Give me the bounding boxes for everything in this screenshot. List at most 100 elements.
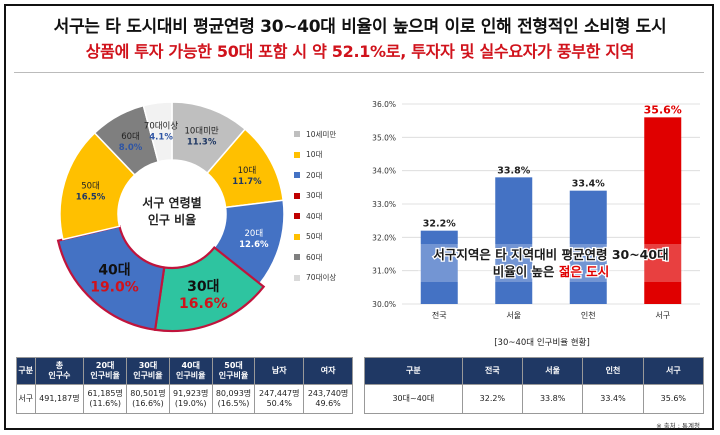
legend-item-1: 10세미만 <box>294 124 364 145</box>
legend-label: 10세미만 <box>306 129 337 139</box>
y-tick-label: 36.0% <box>372 100 396 109</box>
page-subtitle: 상품에 투자 가능한 50대 포함 시 약 52.1%로, 투자자 및 실수요자… <box>85 42 635 61</box>
x-category-label-3: 인천 <box>581 310 596 320</box>
donut-slice-value-7: 8.0% <box>119 143 143 153</box>
legend-swatch <box>294 192 300 199</box>
bar-value-label-4: 35.6% <box>644 103 682 116</box>
legend-label: 50대 <box>306 232 323 242</box>
bar-value-label-3: 33.4% <box>572 179 605 190</box>
right-table-header-3: 서울 <box>522 357 584 385</box>
donut-slice-value-2: 11.7% <box>232 177 262 187</box>
donut-slice-label-7: 60대 <box>121 132 140 142</box>
bar-value-label-1: 32.2% <box>423 219 456 230</box>
bar-3 <box>569 190 607 304</box>
legend-item-5: 40대 <box>294 206 364 227</box>
bar-1 <box>420 230 458 304</box>
y-tick-label: 30.0% <box>372 300 396 309</box>
donut-slice-label-1: 10대미만 <box>184 126 218 136</box>
overlay-text-line2: 비율이 높은 젊은 도시 <box>493 264 610 279</box>
top-divider <box>14 72 704 73</box>
donut-slice-label-3: 20대 <box>245 229 264 239</box>
y-tick-label: 33.0% <box>372 200 396 209</box>
source-note: ※ 출처 : 통계청 <box>656 422 700 430</box>
y-tick-label: 32.0% <box>372 233 396 242</box>
y-tick-label: 34.0% <box>372 167 396 176</box>
legend-label: 70대이상 <box>306 273 337 283</box>
y-tick-label: 31.0% <box>372 267 396 276</box>
donut-slice-value-3: 12.6% <box>239 240 269 250</box>
right-table-cell-4: 33.4% <box>582 384 644 414</box>
bar-chart-caption: [30~40대 인구비율 현황] <box>494 338 590 348</box>
left-table-header-1: 구분 <box>16 357 36 385</box>
donut-slice-value-1: 11.3% <box>187 137 217 147</box>
x-category-label-4: 서구 <box>655 311 670 320</box>
legend-swatch <box>294 172 300 179</box>
overlay-text-line1: 서구지역은 타 지역대비 평균연령 30~40대 <box>433 247 668 262</box>
donut-slice-value-8: 4.1% <box>149 133 173 143</box>
right-table-header-4: 인천 <box>582 357 644 385</box>
outer-frame <box>4 4 714 430</box>
left-table-cell-4: 80,501명 (16.6%) <box>126 384 170 414</box>
left-table-cell-1: 서구 <box>16 384 36 414</box>
right-table-cell-5: 35.6% <box>642 384 705 414</box>
legend-label: 20대 <box>306 170 323 180</box>
right-table-header-5: 서구 <box>642 357 705 385</box>
legend-item-6: 50대 <box>294 227 364 248</box>
x-category-label-1: 전국 <box>432 310 447 320</box>
left-table-cell-7: 247,447명 50.4% <box>254 384 305 414</box>
ratio-table: 구분 전국 서울 인천 서구 30대~40대 32.2% 33.8% 33.4% 35.6% <box>364 357 705 414</box>
legend-label: 10대 <box>306 150 323 160</box>
legend-swatch <box>294 213 300 220</box>
donut-slice-value-4: 16.6% <box>179 296 228 312</box>
left-table-header-6: 50대 인구비율 <box>211 357 256 385</box>
donut-slice-label-8: 70대이상 <box>144 121 178 132</box>
donut-slice-label-6: 50대 <box>81 182 100 192</box>
left-table-cell-5: 91,923명 (19.0%) <box>168 384 213 414</box>
donut-center-line1: 서구 연령별 <box>142 195 201 210</box>
legend-swatch <box>294 254 300 261</box>
left-table-cell-8: 243,740명 49.6% <box>303 384 353 414</box>
left-table-header-3: 20대 인구비율 <box>83 357 128 385</box>
right-table-cell-1: 30대~40대 <box>364 384 463 414</box>
left-table-header-7: 남자 <box>254 357 305 385</box>
legend-item-7: 60대 <box>294 247 364 268</box>
bar-value-label-2: 33.8% <box>497 165 530 176</box>
page-title: 서구는 타 도시대비 평균연령 30~40대 비율이 높으며 이로 인해 전형적… <box>53 17 667 37</box>
donut-slice-value-5: 19.0% <box>90 280 139 296</box>
legend-item-8: 70대이상 <box>294 268 364 289</box>
legend-swatch <box>294 131 300 138</box>
legend-item-3: 20대 <box>294 165 364 186</box>
donut-slice-5 <box>56 224 166 332</box>
donut-slice-value-6: 16.5% <box>76 193 106 203</box>
right-table-header-1: 구분 <box>364 357 463 385</box>
donut-slice-8 <box>142 101 173 163</box>
left-table-header-8: 여자 <box>303 357 353 385</box>
legend-label: 40대 <box>306 211 323 221</box>
legend-label: 60대 <box>306 252 323 262</box>
left-table-header-4: 30대 인구비율 <box>126 357 170 385</box>
legend-swatch <box>294 274 300 281</box>
right-table-header-2: 전국 <box>461 357 524 385</box>
age-ratio-bar-chart: 30.0% 31.0% 32.0% 33.0% 34.0% 35.0% 36.0% 32.2… <box>372 100 700 320</box>
legend-item-2: 10대 <box>294 145 364 166</box>
left-table-header-2: 총 인구수 <box>34 357 85 385</box>
donut-slice-label-5: 40대 <box>98 263 130 279</box>
left-table-cell-2: 491,187명 <box>34 384 85 414</box>
legend-swatch <box>294 151 300 158</box>
population-table: 구분 총 인구수 20대 인구비율 30대 인구비율 40대 인구비율 50대 인구비율 남자 여자 서… <box>16 357 353 414</box>
donut-slice-label-2: 10대 <box>238 166 257 176</box>
right-table-cell-2: 32.2% <box>461 384 524 414</box>
legend-item-4: 30대 <box>294 186 364 207</box>
left-table-cell-3: 61,185명 (11.6%) <box>83 384 128 414</box>
x-category-label-2: 서울 <box>506 311 521 320</box>
legend-label: 30대 <box>306 191 323 201</box>
right-table-cell-3: 33.8% <box>522 384 584 414</box>
bar-4 <box>644 117 682 304</box>
donut-center-line2: 인구 비율 <box>148 212 196 227</box>
overlay-text-box <box>418 244 684 282</box>
left-table-header-5: 40대 인구비율 <box>168 357 213 385</box>
donut-legend: 10세미만 10대 20대 30대 40대 50대 60대 70대이상 <box>294 124 364 288</box>
y-tick-label: 35.0% <box>372 133 396 142</box>
